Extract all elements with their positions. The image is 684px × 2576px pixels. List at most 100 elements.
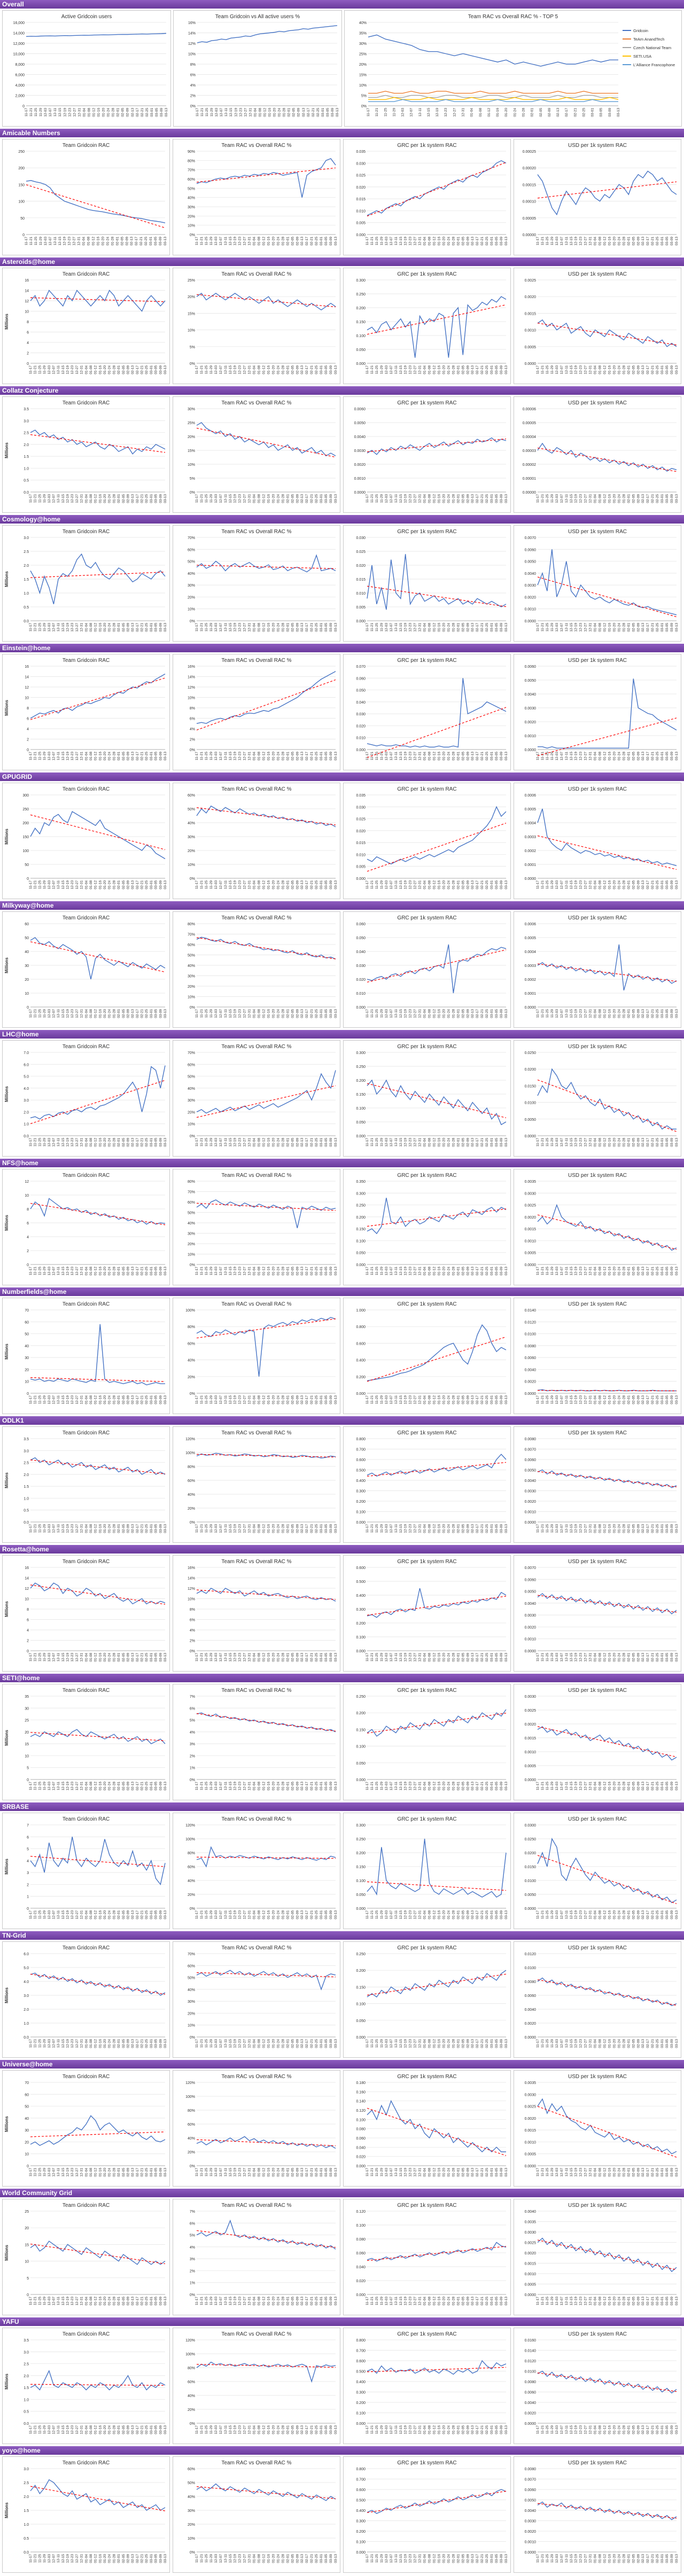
x-tick-label: 01-12 bbox=[603, 1138, 607, 1147]
x-tick-label: 02-21 bbox=[310, 1138, 314, 1147]
x-tick-label: 12-27 bbox=[75, 880, 79, 889]
series-line bbox=[367, 1324, 507, 1381]
x-tick-label: 12-03 bbox=[214, 1267, 218, 1276]
y-tick-label: 60 bbox=[25, 1321, 29, 1324]
y-tick-label: 0.0060 bbox=[525, 1994, 537, 1998]
y-tick-label: 0.0140 bbox=[525, 2349, 537, 2353]
x-tick-label: 02-25 bbox=[145, 1009, 149, 1018]
x-tick-label: 12-31 bbox=[418, 880, 422, 889]
y-tick-label: 6% bbox=[190, 1707, 195, 1711]
y-tick-label: 50% bbox=[188, 1977, 195, 1980]
x-tick-label: 02-01 bbox=[117, 1524, 121, 1533]
x-tick-label: 11-21 bbox=[541, 1524, 545, 1533]
x-tick-label: 12-15 bbox=[399, 1138, 403, 1147]
project-section: Milkyway@home Team Gridcoin RAC Millions 0 1… bbox=[0, 901, 684, 1030]
y-tick-label: 4 bbox=[27, 341, 29, 345]
y-tick-label: 0.0025 bbox=[525, 2242, 537, 2245]
chart-title: GRC per 1k system RAC bbox=[397, 1173, 456, 1178]
x-tick-label: 02-09 bbox=[636, 365, 640, 374]
x-tick-label: 02-17 bbox=[476, 2554, 479, 2563]
y-tick-label: 0.010 bbox=[356, 592, 366, 596]
x-tick-label: 03-01 bbox=[320, 2039, 323, 2048]
series-line bbox=[196, 1970, 336, 1991]
x-tick-label: 02-17 bbox=[136, 2297, 139, 2306]
x-tick-label: 01-16 bbox=[97, 108, 101, 117]
x-tick-label: 01-08 bbox=[87, 108, 91, 117]
x-tick-label: 12-27 bbox=[584, 880, 588, 889]
series-line bbox=[537, 944, 677, 990]
x-tick-label: 12-11 bbox=[57, 1395, 60, 1404]
series-line bbox=[196, 2219, 336, 2250]
x-tick-label: 03-09 bbox=[500, 365, 503, 374]
x-tick-label: 12-11 bbox=[57, 1524, 60, 1533]
y-tick-label: 30 bbox=[25, 1356, 29, 1360]
x-tick-label: 12-31 bbox=[589, 2039, 593, 2048]
x-tick-label: 01-28 bbox=[281, 494, 285, 503]
x-tick-label: 03-13 bbox=[675, 752, 679, 761]
x-tick-label: 01-08 bbox=[89, 1524, 93, 1533]
x-tick-label: 12-27 bbox=[414, 2168, 417, 2177]
trend-line bbox=[30, 2384, 166, 2386]
chart-title: Team Gridcoin RAC bbox=[63, 1816, 110, 1822]
x-tick-label: 12-11 bbox=[565, 365, 569, 374]
chart-svg: Team RAC vs Overall RAC %0%10%20%30%40%5… bbox=[188, 1173, 338, 1276]
y-tick-label: 2 bbox=[27, 738, 29, 742]
x-tick-label: 12-11 bbox=[57, 1910, 60, 1919]
trend-line bbox=[196, 1454, 336, 1458]
x-tick-label: 01-24 bbox=[617, 1782, 621, 1791]
x-tick-label: 12-19 bbox=[574, 2039, 578, 2048]
x-tick-label: 12-23 bbox=[579, 1524, 583, 1533]
x-tick-label: 01-24 bbox=[447, 1267, 450, 1276]
x-tick-label: 12-19 bbox=[66, 2554, 70, 2563]
x-tick-label: 01-24 bbox=[276, 494, 280, 503]
y-tick-label: 15 bbox=[25, 2243, 29, 2247]
x-tick-label: 01-24 bbox=[108, 1395, 112, 1404]
y-tick-label: 90% bbox=[188, 150, 195, 154]
x-tick-label: 01-20 bbox=[442, 623, 446, 632]
x-tick-label: 01-24 bbox=[108, 1267, 112, 1276]
x-tick-label: 02-01 bbox=[456, 1138, 460, 1147]
x-tick-label: 03-01 bbox=[150, 2039, 153, 2048]
x-tick-label: 03-09 bbox=[500, 237, 503, 246]
millions-label: Millions bbox=[4, 957, 9, 973]
x-tick-label: 01-20 bbox=[442, 1138, 446, 1147]
x-tick-label: 12-11 bbox=[394, 1782, 398, 1791]
x-tick-label: 01-12 bbox=[603, 1395, 607, 1404]
x-tick-label: 01-08 bbox=[598, 1524, 602, 1533]
x-tick-label: 03-05 bbox=[495, 880, 499, 889]
y-tick-label: 70% bbox=[188, 536, 195, 540]
x-tick-label: 12-31 bbox=[418, 623, 422, 632]
x-tick-label: 01-04 bbox=[253, 2425, 256, 2434]
series-line bbox=[30, 2115, 166, 2146]
chart-title: Team Gridcoin RAC bbox=[63, 1688, 110, 1693]
x-tick-label: 03-13 bbox=[504, 2425, 508, 2434]
y-tick-label: 5 bbox=[27, 1848, 29, 1852]
x-tick-label: 02-01 bbox=[456, 2425, 460, 2434]
x-tick-label: 01-04 bbox=[84, 2039, 88, 2048]
x-tick-label: 12-23 bbox=[579, 2168, 583, 2177]
x-tick-label: 11-21 bbox=[200, 1653, 204, 1662]
y-tick-label: 0.0100 bbox=[525, 2370, 537, 2374]
x-tick-label: 11-17 bbox=[195, 752, 199, 761]
x-tick-label: 11-17 bbox=[29, 2297, 33, 2306]
x-tick-label: 12-19 bbox=[436, 108, 439, 117]
y-tick-label: 0.0080 bbox=[525, 2380, 537, 2384]
x-tick-label: 02-05 bbox=[291, 1395, 294, 1404]
x-tick-label: 03-09 bbox=[500, 2554, 503, 2563]
x-tick-label: 01-20 bbox=[103, 2039, 107, 2048]
chart-svg: GRC per 1k system RAC0.0000.1000.2000.30… bbox=[356, 2331, 508, 2434]
x-tick-label: 01-12 bbox=[94, 1009, 98, 1018]
x-tick-label: 11-17 bbox=[29, 1138, 33, 1147]
x-tick-label: 02-17 bbox=[305, 2425, 309, 2434]
y-tick-label: 20% bbox=[188, 1111, 195, 1114]
chart-svg: Team RAC vs Overall RAC %0%5%10%15%20%25… bbox=[188, 271, 338, 374]
x-tick-label: 11-29 bbox=[550, 1267, 554, 1276]
x-tick-label: 11-29 bbox=[380, 623, 384, 632]
x-tick-label: 03-05 bbox=[324, 237, 328, 246]
x-tick-label: 12-03 bbox=[48, 752, 51, 761]
x-tick-label: 02-05 bbox=[461, 880, 465, 889]
chart-svg: GRC per 1k system RAC0.0000.0500.1000.15… bbox=[356, 1173, 508, 1276]
x-tick-label: 12-19 bbox=[404, 2425, 408, 2434]
x-tick-label: 12-11 bbox=[57, 365, 60, 374]
x-tick-label: 11-29 bbox=[550, 1138, 554, 1147]
